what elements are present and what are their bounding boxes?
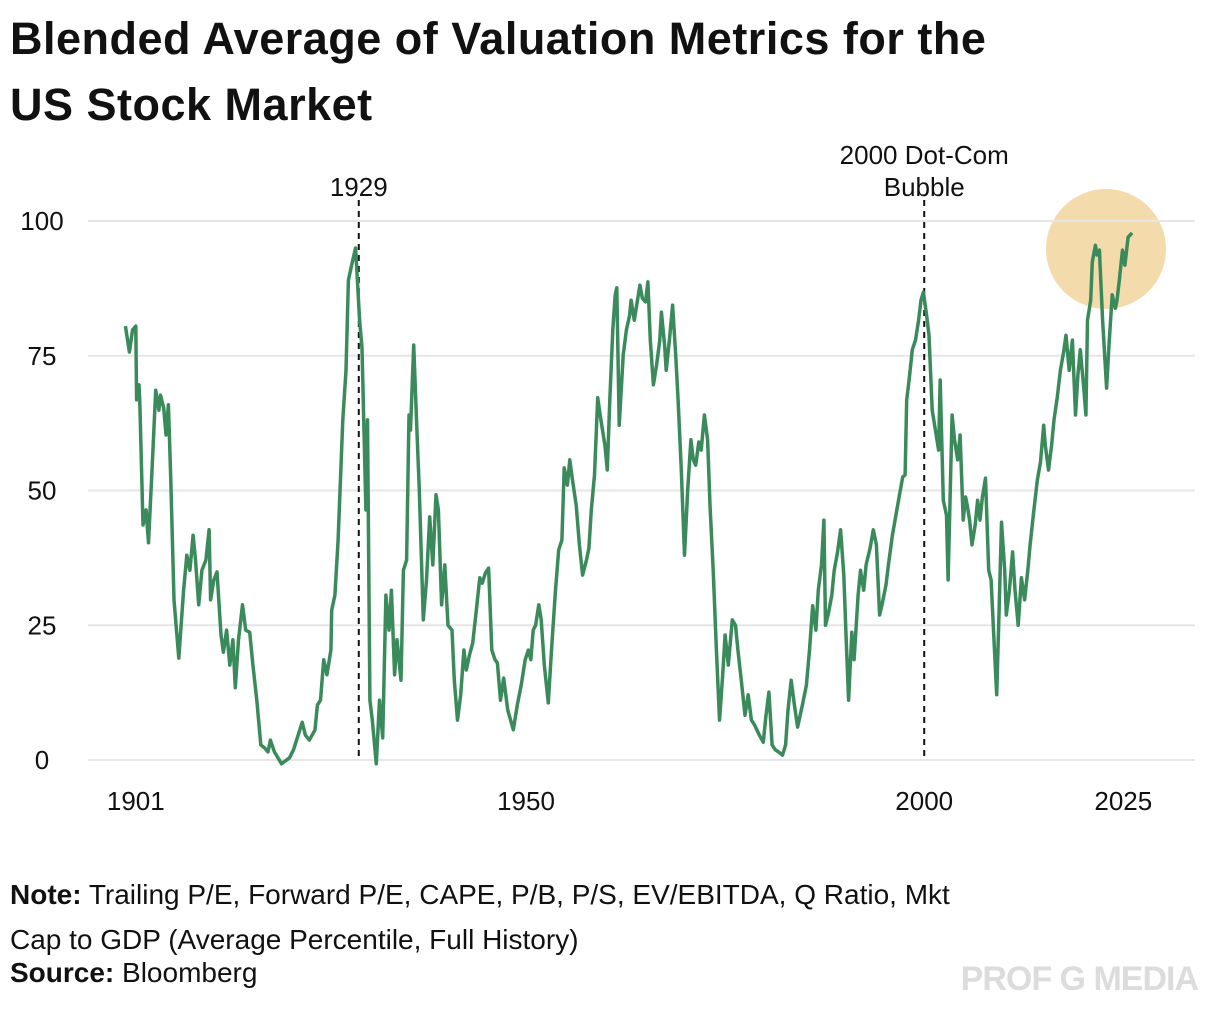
y-tick-label: 75	[28, 341, 57, 371]
data-line	[123, 231, 1134, 766]
source: Source: Bloomberg	[10, 957, 257, 989]
annotation-label: 2000 Dot-Com	[840, 140, 1009, 170]
highlight-circle	[1046, 189, 1166, 309]
note: Note: Trailing P/E, Forward P/E, CAPE, P…	[10, 872, 1000, 962]
watermark: PROF G MEDIA	[960, 960, 1199, 998]
y-tick-label: 25	[28, 610, 57, 640]
note-label: Note:	[10, 879, 82, 910]
note-text: Trailing P/E, Forward P/E, CAPE, P/B, P/…	[10, 879, 950, 955]
source-text: Bloomberg	[122, 957, 258, 988]
x-tick-label: 2000	[895, 786, 953, 816]
x-tick-label: 1901	[107, 786, 165, 816]
x-tick-label: 1950	[497, 786, 555, 816]
chart-title: Blended Average of Valuation Metrics for…	[10, 13, 987, 130]
annotation-label: 1929	[330, 172, 388, 202]
chart: 0 25 50 75 100 1901 1950 2000 2025 1929 2000 Dot-C…	[20, 140, 1195, 816]
y-tick-label: 100	[20, 206, 63, 236]
source-label: Source:	[10, 957, 115, 988]
y-tick-label: 0	[35, 745, 49, 775]
y-tick-label: 50	[28, 476, 57, 506]
x-tick-label: 2025	[1094, 786, 1152, 816]
annotation-label: Bubble	[884, 172, 965, 202]
